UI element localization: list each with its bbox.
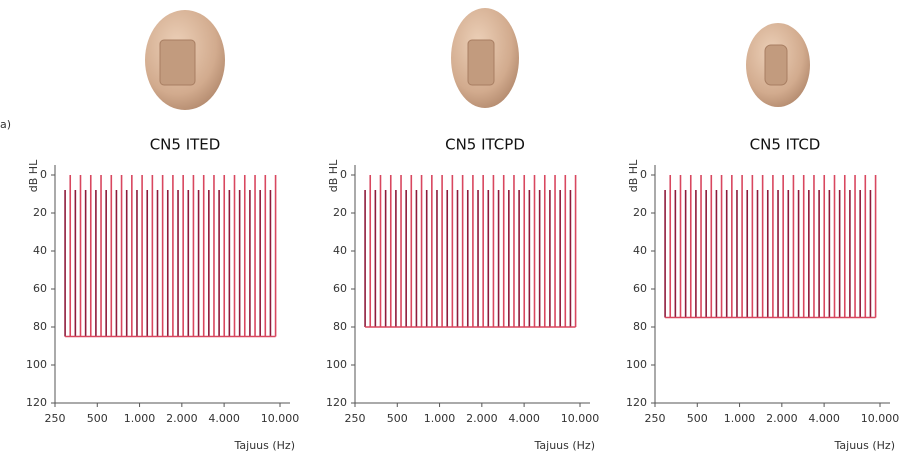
y-tick-label: 60 [333,282,347,295]
x-tick-label: 4.000 [208,412,240,425]
y-tick-label: 0 [40,168,47,181]
y-tick-label: 40 [33,244,47,257]
y-axis-label: dB HL [27,159,40,192]
y-tick-label: 120 [326,396,347,409]
y-tick-label: 100 [26,358,47,371]
x-tick-label: 1.000 [124,412,156,425]
y-tick-label: 120 [26,396,47,409]
device-image [451,8,519,108]
y-tick-label: 20 [333,206,347,219]
x-tick-label: 4.000 [808,412,840,425]
chart-title: CN5 ITCD [750,136,821,154]
x-tick-label: 500 [87,412,108,425]
x-tick-label: 2.000 [166,412,198,425]
device-image [145,10,225,110]
y-tick-label: 60 [633,282,647,295]
y-tick-label: 40 [633,244,647,257]
x-tick-label: 250 [645,412,666,425]
x-axis-label: Tajuus (Hz) [534,439,596,452]
y-tick-label: 100 [326,358,347,371]
y-tick-label: 80 [633,320,647,333]
y-tick-label: 80 [333,320,347,333]
y-axis-label: dB HL [327,159,340,192]
y-tick-label: 80 [33,320,47,333]
chart-title: CN5 ITCPD [445,136,525,154]
x-tick-label: 1.000 [724,412,756,425]
y-tick-label: 120 [626,396,647,409]
x-tick-label: 250 [45,412,66,425]
x-tick-label: 10.000 [561,412,600,425]
x-tick-label: 4.000 [508,412,540,425]
x-axis-label: Tajuus (Hz) [234,439,296,452]
device-image [746,23,810,107]
x-axis-label: Tajuus (Hz) [834,439,896,452]
y-tick-label: 100 [626,358,647,371]
y-tick-label: 20 [633,206,647,219]
y-tick-label: 0 [340,168,347,181]
x-tick-label: 10.000 [861,412,900,425]
y-tick-label: 20 [33,206,47,219]
chart-title: CN5 ITED [150,136,221,154]
x-tick-label: 2.000 [466,412,498,425]
y-tick-label: 40 [333,244,347,257]
x-tick-label: 1.000 [424,412,456,425]
x-tick-label: 500 [687,412,708,425]
panel-label: a) [0,118,11,131]
x-tick-label: 250 [345,412,366,425]
y-tick-label: 60 [33,282,47,295]
x-tick-label: 10.000 [261,412,300,425]
y-axis-label: dB HL [627,159,640,192]
x-tick-label: 2.000 [766,412,798,425]
y-tick-label: 0 [640,168,647,181]
x-tick-label: 500 [387,412,408,425]
